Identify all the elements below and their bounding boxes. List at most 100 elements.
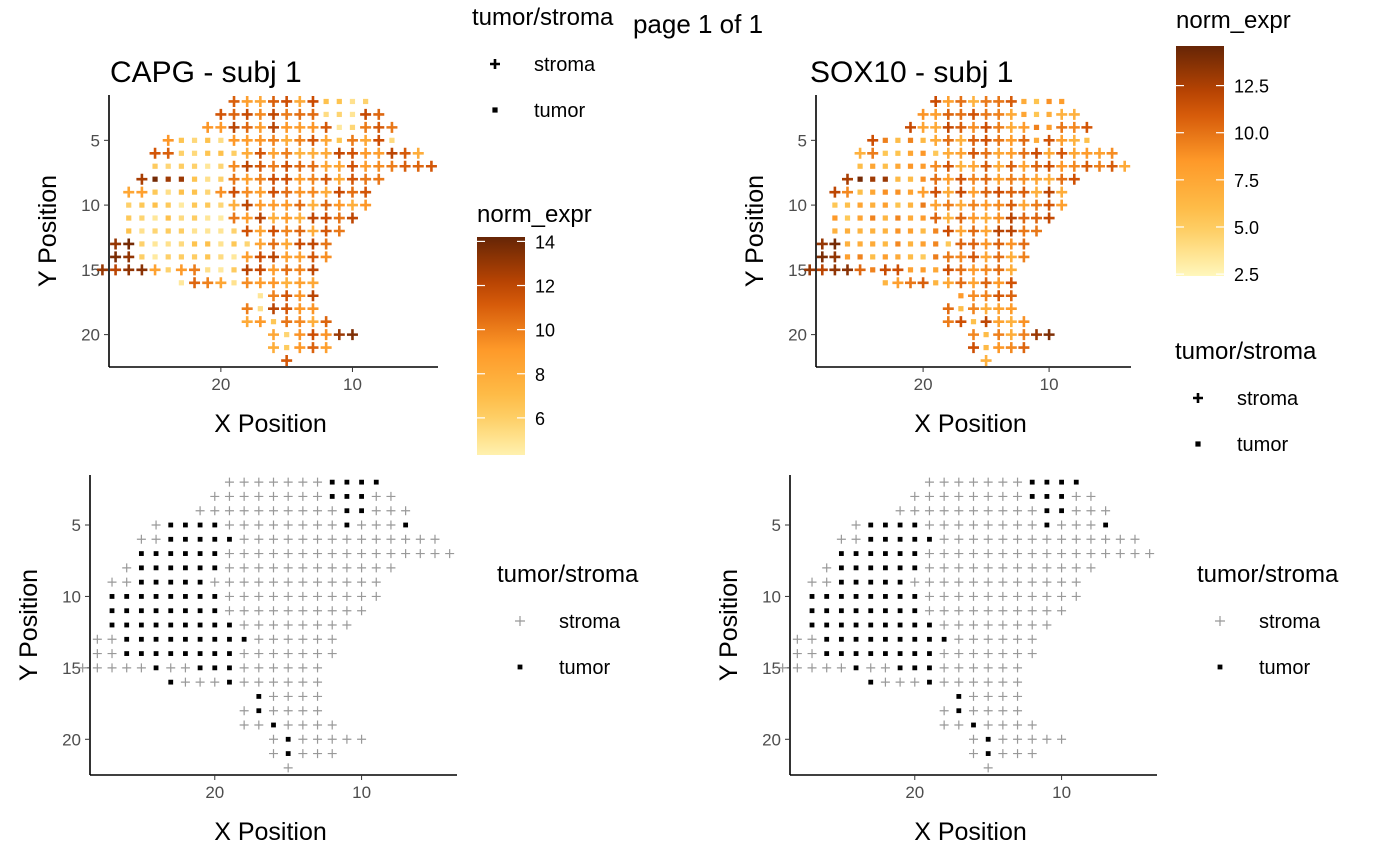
stroma-point xyxy=(307,121,319,133)
tumor-point xyxy=(868,536,874,542)
stroma-point xyxy=(1005,290,1017,302)
stroma-point xyxy=(281,251,293,263)
tumor-point xyxy=(124,622,130,628)
stroma-point xyxy=(910,577,920,587)
stroma-point xyxy=(939,649,949,659)
stroma-point xyxy=(269,677,278,687)
stroma-point xyxy=(942,264,954,276)
stroma-point xyxy=(254,591,264,601)
panels: CAPG - subj 1 20 10 5 10 15 20 X Position Y Posi… xyxy=(15,4,1339,846)
stroma-point xyxy=(1018,225,1030,237)
tumor-point xyxy=(212,636,218,642)
stroma-point xyxy=(283,663,293,673)
stroma-point xyxy=(955,251,967,263)
stroma-point xyxy=(239,606,249,616)
tumor-point xyxy=(183,651,188,656)
tumor-point xyxy=(168,522,174,528)
tumor-point xyxy=(970,319,977,325)
stroma-point xyxy=(281,238,293,250)
stroma-point xyxy=(954,677,964,687)
stroma-point xyxy=(998,720,1008,730)
tumor-point xyxy=(205,228,211,234)
legend-title: norm_expr xyxy=(1176,7,1291,34)
tumor-point xyxy=(857,241,863,247)
stroma-point xyxy=(804,264,816,276)
stroma-point xyxy=(998,691,1008,701)
stroma-point xyxy=(342,734,352,744)
tumor-point xyxy=(809,594,815,599)
stroma-point xyxy=(954,663,964,673)
shape-legend: tumor/stroma stroma tumor xyxy=(1175,338,1317,456)
tumor-point xyxy=(205,163,211,169)
tumor-point xyxy=(897,651,903,656)
legend-key-tumor xyxy=(517,664,523,670)
stroma-point xyxy=(360,147,372,159)
tumor-point xyxy=(844,215,851,221)
stroma-point xyxy=(879,264,891,276)
stroma-point xyxy=(298,591,308,601)
stroma-point xyxy=(412,147,424,159)
stroma-point xyxy=(239,563,249,573)
stroma-point xyxy=(107,634,117,644)
tumor-point xyxy=(1033,111,1040,118)
tumor-point xyxy=(868,594,874,599)
tumor-point xyxy=(197,579,203,585)
stroma-point xyxy=(357,534,367,544)
points-layer xyxy=(78,477,455,773)
stroma-point xyxy=(269,606,278,616)
stroma-point xyxy=(983,549,993,559)
stroma-point xyxy=(1042,606,1052,616)
tumor-point xyxy=(882,254,888,260)
stroma-point xyxy=(930,108,942,120)
stroma-point xyxy=(294,290,306,302)
stroma-point xyxy=(269,706,278,716)
tumor-point xyxy=(205,241,211,247)
stroma-point xyxy=(283,620,293,630)
tumor-point xyxy=(138,565,144,571)
stroma-point xyxy=(942,173,954,185)
stroma-point xyxy=(254,663,264,673)
tumor-point xyxy=(1059,98,1065,105)
stroma-point xyxy=(924,563,934,573)
stroma-point xyxy=(983,577,993,587)
tumor-point xyxy=(284,332,290,338)
stroma-point xyxy=(371,577,381,587)
tumor-point xyxy=(895,163,901,169)
stroma-point xyxy=(942,186,954,198)
stroma-point xyxy=(371,491,381,501)
stroma-point xyxy=(969,749,978,759)
tumor-point xyxy=(927,636,932,642)
tumor-point xyxy=(139,241,145,247)
tumor-point xyxy=(191,241,198,247)
y-tick-label: 20 xyxy=(762,730,781,749)
stroma-point xyxy=(1115,534,1125,544)
stroma-point xyxy=(1027,720,1037,730)
tumor-point xyxy=(336,111,342,118)
stroma-point xyxy=(1018,238,1030,250)
stroma-point xyxy=(807,663,817,673)
stroma-point xyxy=(254,238,266,250)
stroma-point xyxy=(969,549,978,559)
stroma-point xyxy=(123,264,135,276)
stroma-point xyxy=(939,606,949,616)
stroma-point xyxy=(298,691,308,701)
stroma-point xyxy=(980,199,992,211)
stroma-point xyxy=(281,303,293,315)
tumor-point xyxy=(178,202,184,208)
stroma-point xyxy=(930,95,942,107)
stroma-point xyxy=(955,277,967,289)
stroma-point xyxy=(313,634,323,644)
stroma-point xyxy=(1043,147,1055,159)
stroma-point xyxy=(281,316,293,328)
stroma-point xyxy=(1013,720,1023,730)
stroma-point xyxy=(313,649,323,659)
stroma-point xyxy=(1013,620,1023,630)
stroma-point xyxy=(1013,749,1023,759)
tumor-point xyxy=(178,150,184,156)
stroma-point xyxy=(254,491,264,501)
stroma-point xyxy=(254,477,264,487)
legend-key-stroma xyxy=(515,616,525,626)
stroma-point xyxy=(313,749,323,759)
stroma-point xyxy=(1005,199,1017,211)
tumor-point xyxy=(183,636,188,642)
